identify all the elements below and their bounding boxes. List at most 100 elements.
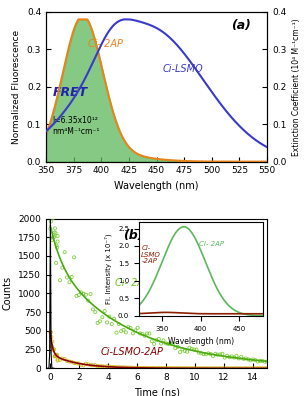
Point — [204, 351, 208, 358]
Point — [170, 340, 175, 346]
Point — [192, 346, 196, 353]
Point — [100, 314, 105, 320]
Text: J=6.35x10¹²
nm⁴M⁻¹cm⁻¹: J=6.35x10¹² nm⁴M⁻¹cm⁻¹ — [53, 116, 100, 135]
Point — [170, 365, 175, 371]
Y-axis label: Extinction Coefficient (10⁴ M⁻¹cm⁻¹): Extinction Coefficient (10⁴ M⁻¹cm⁻¹) — [292, 18, 301, 156]
Point — [133, 365, 138, 371]
Point — [52, 353, 57, 360]
Point — [72, 360, 76, 366]
Point — [168, 365, 173, 371]
Point — [128, 364, 133, 371]
Point — [168, 340, 173, 346]
Point — [152, 341, 157, 347]
Point — [142, 333, 147, 339]
Point — [81, 362, 86, 369]
Point — [81, 291, 86, 297]
Point — [213, 350, 218, 357]
Point — [95, 363, 100, 369]
Point — [64, 358, 69, 364]
Point — [201, 365, 206, 371]
Point — [114, 364, 119, 370]
Point — [199, 365, 204, 371]
Point — [208, 365, 213, 371]
Point — [229, 365, 234, 371]
Point — [177, 365, 182, 371]
Point — [74, 293, 79, 299]
Point — [121, 327, 126, 333]
Point — [62, 356, 67, 362]
Point — [260, 365, 265, 371]
Point — [180, 365, 185, 371]
Point — [206, 365, 211, 371]
Point — [215, 352, 220, 358]
Point — [220, 365, 225, 371]
Point — [187, 345, 192, 351]
Point — [50, 339, 55, 345]
Point — [52, 229, 57, 236]
Point — [130, 365, 135, 371]
Point — [211, 365, 216, 371]
Point — [52, 346, 56, 352]
Point — [49, 234, 54, 241]
Point — [243, 365, 248, 371]
Point — [123, 364, 128, 371]
Point — [126, 324, 131, 330]
X-axis label: Wavelength (nm): Wavelength (nm) — [114, 181, 199, 191]
Point — [48, 329, 53, 336]
Point — [54, 260, 59, 266]
Point — [175, 365, 180, 371]
Point — [138, 365, 142, 371]
Point — [140, 331, 145, 337]
Point — [211, 353, 216, 359]
Point — [206, 350, 211, 356]
Text: Ci-LSMO-2AP: Ci-LSMO-2AP — [101, 347, 164, 357]
Point — [189, 365, 194, 371]
Point — [53, 352, 58, 358]
Point — [49, 334, 54, 340]
Point — [154, 337, 159, 343]
Point — [93, 309, 98, 315]
Point — [88, 362, 93, 368]
Point — [100, 363, 105, 369]
Point — [196, 365, 201, 371]
Point — [69, 274, 74, 280]
Point — [123, 329, 128, 335]
Point — [86, 297, 91, 304]
Point — [54, 242, 59, 249]
Point — [222, 354, 227, 361]
Point — [84, 291, 88, 298]
Point — [192, 365, 196, 371]
Y-axis label: Counts: Counts — [3, 276, 13, 310]
Point — [182, 365, 187, 371]
Point — [239, 354, 244, 360]
Point — [246, 356, 251, 362]
Text: FRET: FRET — [53, 86, 88, 99]
Point — [91, 306, 95, 312]
Point — [243, 355, 248, 362]
X-axis label: Time (ns): Time (ns) — [134, 388, 180, 396]
Point — [60, 356, 65, 362]
Point — [149, 365, 154, 371]
Point — [51, 234, 56, 240]
Point — [147, 330, 152, 337]
Point — [147, 365, 152, 371]
Point — [109, 364, 114, 370]
Point — [135, 365, 140, 371]
Point — [84, 360, 88, 367]
Point — [72, 254, 76, 261]
Point — [253, 365, 258, 371]
Point — [225, 352, 230, 359]
Point — [222, 365, 227, 371]
Text: Ci- 2AP: Ci- 2AP — [115, 278, 150, 288]
Point — [227, 365, 232, 371]
Point — [159, 365, 164, 371]
Point — [49, 343, 54, 350]
Point — [98, 363, 103, 369]
Point — [109, 321, 114, 327]
Point — [260, 358, 265, 364]
Point — [86, 361, 91, 367]
Point — [74, 360, 79, 367]
Point — [55, 352, 60, 358]
Point — [130, 330, 135, 337]
Point — [258, 365, 262, 371]
